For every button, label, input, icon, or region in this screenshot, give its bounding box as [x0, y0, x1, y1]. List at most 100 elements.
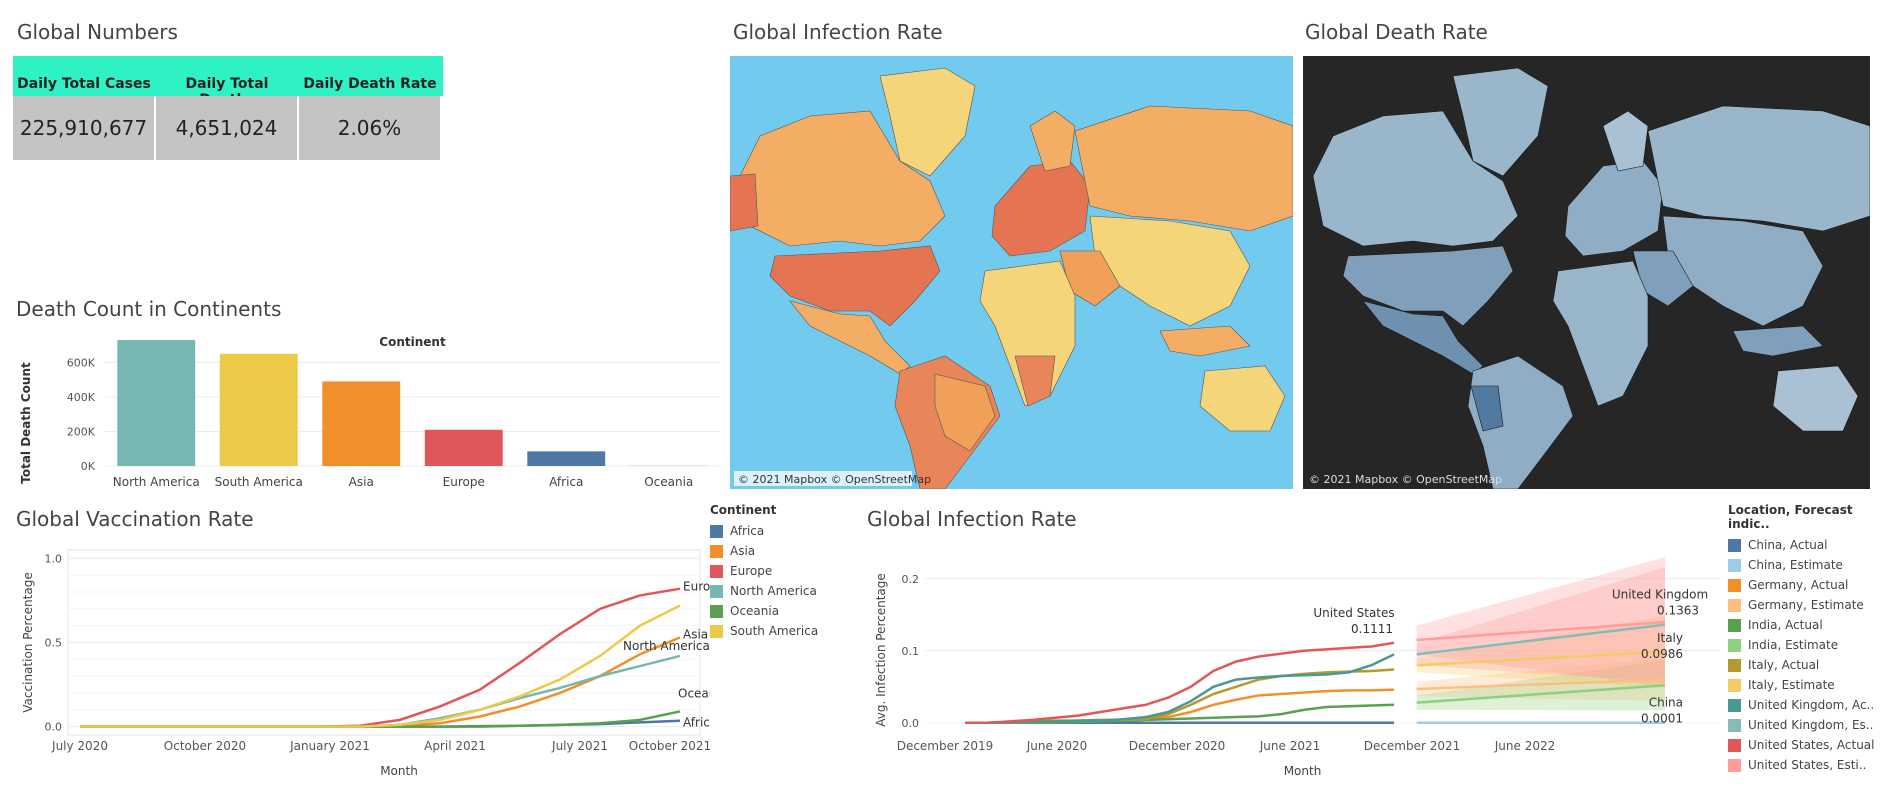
- vacc-line-asia: [80, 636, 681, 728]
- inf-band-united-kingdom: [1416, 567, 1665, 683]
- infection-map[interactable]: © 2021 Mapbox © OpenStreetMap: [730, 56, 1293, 489]
- vacc-line-oceania: [80, 710, 681, 728]
- bar-x-tick-label: North America: [113, 475, 200, 489]
- inf-x-tick-label: December 2020: [1129, 739, 1226, 753]
- infection-trend-legend[interactable]: Location, Forecast indic.. China, Actual…: [1728, 503, 1880, 775]
- legend-item-italy-estimate[interactable]: Italy, Estimate: [1728, 675, 1880, 695]
- vacc-y-axis-label: Vaccination Percentage: [21, 572, 35, 712]
- legend-item-india-estimate[interactable]: India, Estimate: [1728, 635, 1880, 655]
- death-map-australia: [1772, 365, 1859, 432]
- infection-trend-chart: 0.0 0.1 0.2 December 2019 June 2020 December …: [874, 557, 1720, 778]
- legend-swatch: [1728, 718, 1741, 732]
- kpi-value-cases: 225,910,677: [13, 96, 154, 160]
- legend-item-china-actual[interactable]: China, Actual: [1728, 535, 1880, 555]
- bar-x-tick-label: South America: [215, 475, 303, 489]
- vaccination-legend-title: Continent: [710, 503, 777, 517]
- legend-swatch: [1728, 678, 1741, 692]
- vacc-end-label-north-america: North America: [623, 639, 710, 653]
- death-map-usa: [1342, 245, 1514, 327]
- inf-x-axis-label: Month: [1284, 764, 1322, 778]
- legend-swatch: [1728, 618, 1741, 632]
- legend-item-north-america[interactable]: North America: [710, 581, 818, 601]
- inf-x-tick-label: June 2020: [1026, 739, 1088, 753]
- vacc-x-tick-label: October 2020: [164, 739, 246, 753]
- legend-item-united-kingdom-es[interactable]: United Kingdom, Es..: [1728, 715, 1880, 735]
- infection-trend-title: Global Infection Rate: [867, 507, 1077, 531]
- bar-x-tick-label: Africa: [549, 475, 583, 489]
- legend-item-south-america[interactable]: South America: [710, 621, 818, 641]
- inf-annotation-value-china: 0.0001: [1641, 712, 1683, 726]
- bar-y-tick-label: 400K: [67, 391, 96, 404]
- legend-item-india-actual[interactable]: India, Actual: [1728, 615, 1880, 635]
- inf-y-tick-label: 0.1: [902, 645, 920, 658]
- legend-swatch: [710, 624, 723, 638]
- vaccination-line-chart: 0.0 0.5 1.0 July 2020 October 2020 January 20…: [21, 549, 710, 778]
- vacc-line-south-america: [80, 604, 681, 728]
- vacc-x-tick-label: July 2020: [51, 739, 108, 753]
- inf-y-tick-label: 0.2: [902, 573, 920, 586]
- legend-label: India, Estimate: [1748, 638, 1839, 652]
- bar-x-tick-label: Europe: [443, 475, 485, 489]
- bar-south-america: [219, 353, 298, 466]
- legend-item-oceania[interactable]: Oceania: [710, 601, 818, 621]
- legend-swatch: [1728, 638, 1741, 652]
- bar-x-tick-label: Oceania: [644, 475, 693, 489]
- legend-item-united-kingdom-ac[interactable]: United Kingdom, Ac..: [1728, 695, 1880, 715]
- inf-estimate-line-germany: [1416, 678, 1666, 691]
- death-map-peru: [1470, 385, 1504, 432]
- infection-map-russia: [1074, 105, 1293, 232]
- kpi-header-cases: Daily Total Cases: [17, 76, 151, 92]
- inf-estimate-line-united-kingdom: [1416, 623, 1666, 656]
- legend-item-germany-estimate[interactable]: Germany, Estimate: [1728, 595, 1880, 615]
- legend-item-italy-actual[interactable]: Italy, Actual: [1728, 655, 1880, 675]
- infection-map-scandinavia: [1029, 110, 1076, 172]
- infection-map-alaska-edge: [730, 173, 759, 232]
- legend-swatch: [1728, 538, 1741, 552]
- kpi-value-death-rate: 2.06%: [299, 96, 440, 160]
- vacc-x-tick-label: January 2021: [289, 739, 370, 753]
- inf-x-tick-label: December 2019: [897, 739, 994, 753]
- vacc-y-tick-label: 1.0: [45, 552, 63, 565]
- vaccination-legend[interactable]: Continent Africa Asia Europe North America O…: [710, 503, 818, 641]
- legend-item-africa[interactable]: Africa: [710, 521, 818, 541]
- infection-map-brazil: [934, 373, 996, 452]
- death-map-africa: [1552, 260, 1649, 407]
- kpi-header-bar: [13, 56, 443, 96]
- legend-swatch: [1728, 758, 1741, 772]
- legend-swatch: [1728, 738, 1741, 752]
- legend-label: Italy, Actual: [1748, 658, 1820, 672]
- legend-swatch: [710, 584, 723, 598]
- legend-item-china-estimate[interactable]: China, Estimate: [1728, 555, 1880, 575]
- legend-label: United States, Esti..: [1748, 758, 1867, 772]
- legend-item-united-states-esti[interactable]: United States, Esti..: [1728, 755, 1880, 775]
- death-map[interactable]: © 2021 Mapbox © OpenStreetMap: [1303, 56, 1870, 489]
- bar-x-tick-label: Asia: [349, 475, 374, 489]
- infection-map-credit-bg: [734, 471, 912, 486]
- death-map-indonesia: [1732, 325, 1824, 357]
- legend-swatch: [1728, 598, 1741, 612]
- legend-item-united-states-actual[interactable]: United States, Actual: [1728, 735, 1880, 755]
- infection-map-indonesia: [1159, 325, 1251, 357]
- vacc-x-tick-label: April 2021: [424, 739, 486, 753]
- legend-label: Germany, Estimate: [1748, 598, 1864, 612]
- infection-map-greenland: [879, 67, 976, 177]
- bar-asia: [322, 381, 401, 466]
- death-map-russia: [1647, 105, 1870, 232]
- inf-annotation-label-united-states: United States: [1313, 606, 1394, 620]
- legend-label: India, Actual: [1748, 618, 1823, 632]
- infection-map-usa: [769, 245, 941, 327]
- vacc-end-label-oceania: Oceania: [678, 686, 710, 700]
- legend-label: Europe: [730, 564, 773, 578]
- legend-swatch: [710, 544, 723, 558]
- legend-item-asia[interactable]: Asia: [710, 541, 818, 561]
- vacc-line-north-america: [80, 654, 681, 728]
- legend-item-germany-actual[interactable]: Germany, Actual: [1728, 575, 1880, 595]
- vacc-x-tick-label: October 2021: [629, 739, 710, 753]
- global-numbers-title: Global Numbers: [17, 20, 178, 44]
- inf-x-tick-label: December 2021: [1364, 739, 1461, 753]
- inf-x-tick-label: June 2021: [1259, 739, 1321, 753]
- infection-map-southern-africa: [1014, 355, 1056, 407]
- legend-label: Italy, Estimate: [1748, 678, 1835, 692]
- legend-item-europe[interactable]: Europe: [710, 561, 818, 581]
- inf-estimate-line-united-states: [1416, 620, 1666, 642]
